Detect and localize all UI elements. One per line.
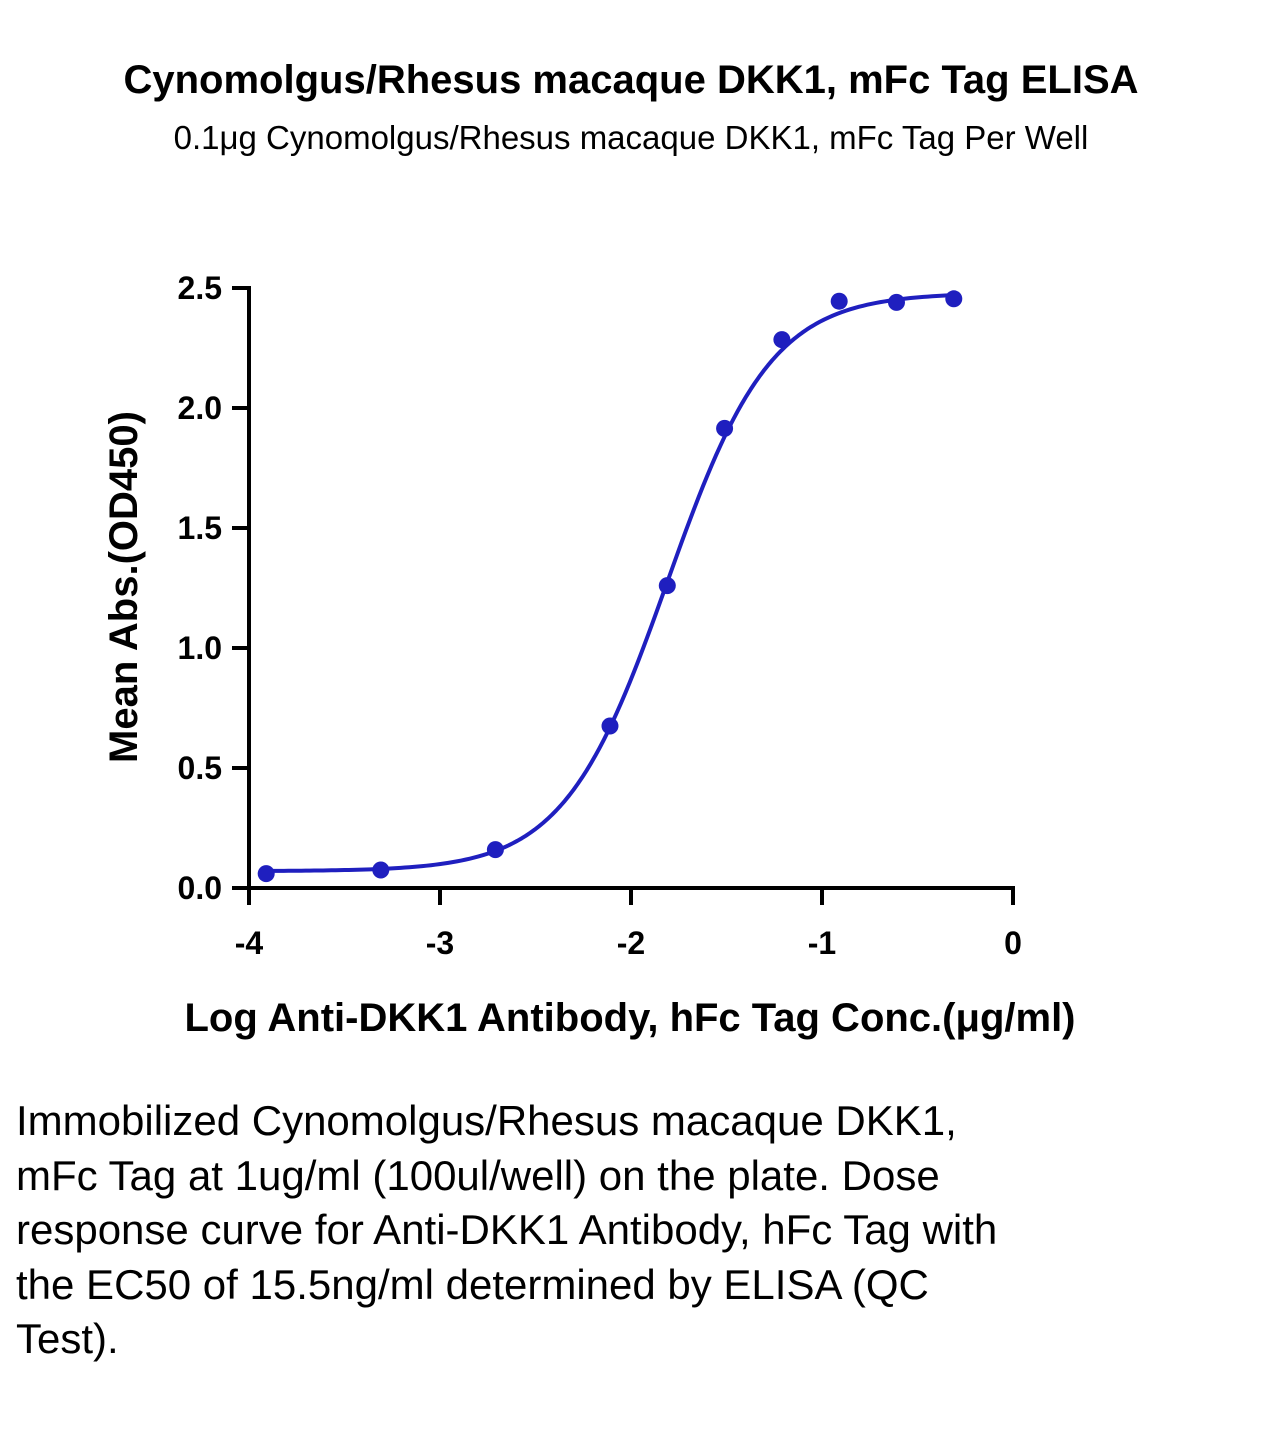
y-tick-label: 1.5 — [178, 510, 222, 546]
data-points — [257, 290, 963, 883]
fit-curve-line — [262, 293, 954, 873]
y-axis-title: Mean Abs.(OD450) — [102, 411, 146, 763]
axes — [247, 286, 1015, 890]
x-tick-label: 0 — [1004, 925, 1022, 961]
y-tick-label: 2.0 — [178, 390, 222, 426]
data-point — [830, 292, 848, 310]
data-point — [372, 861, 390, 879]
y-tick-label: 2.5 — [178, 270, 222, 306]
caption-text: Immobilized Cynomolgus/Rhesus macaque DK… — [16, 1097, 998, 1362]
elisa-chart: Cynomolgus/Rhesus macaque DKK1, mFc Tag … — [102, 58, 1139, 1040]
ticks: -4 -3 -2 -1 0 0.0 0.5 1.0 1.5 2.0 2.5 — [178, 270, 1022, 961]
y-tick-label: 0.0 — [178, 870, 222, 906]
x-axis-title: Log Anti-DKK1 Antibody, hFc Tag Conc.(μg… — [184, 996, 1075, 1040]
data-point — [486, 841, 504, 859]
data-point — [945, 290, 963, 308]
data-point — [887, 293, 905, 311]
chart-title: Cynomolgus/Rhesus macaque DKK1, mFc Tag … — [123, 58, 1138, 102]
chart-subtitle: 0.1μg Cynomolgus/Rhesus macaque DKK1, mF… — [174, 119, 1089, 156]
data-point — [257, 865, 275, 883]
data-point — [601, 717, 619, 735]
x-tick-label: -4 — [235, 925, 264, 961]
x-tick-label: -1 — [808, 925, 836, 961]
x-tick-label: -2 — [617, 925, 645, 961]
y-tick-label: 0.5 — [178, 750, 222, 786]
data-point — [658, 577, 676, 595]
data-point — [773, 331, 791, 349]
data-point — [716, 419, 734, 437]
x-tick-label: -3 — [426, 925, 454, 961]
y-tick-label: 1.0 — [178, 630, 222, 666]
